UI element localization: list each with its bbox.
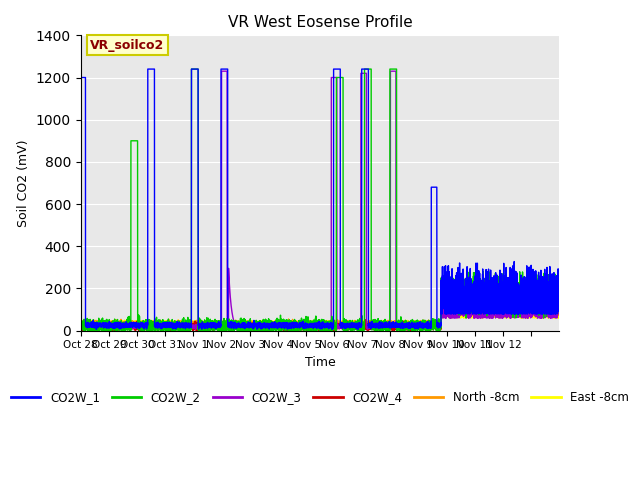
CO2W_3 [432,324,440,330]
CO2W_2 [250,324,258,330]
Line: CO2W_1: CO2W_1 [81,69,559,329]
East -8cm [92,321,100,327]
East -8cm [360,320,368,325]
North -8cm [381,318,388,324]
Line: East -8cm: East -8cm [81,310,559,324]
CO2W_3 [250,324,258,329]
CO2W_3 [381,324,388,330]
North -8cm [360,321,368,326]
CO2W_2 [77,322,84,328]
CO2W_3 [360,71,368,76]
CO2W_4 [101,323,109,328]
CO2W_2 [360,324,368,330]
CO2W_4 [77,324,84,329]
CO2W_2 [101,322,109,327]
CO2W_2 [458,291,465,297]
East -8cm [250,319,258,325]
CO2W_2 [432,322,440,327]
East -8cm [556,308,563,314]
Legend: CO2W_1, CO2W_2, CO2W_3, CO2W_4, North -8cm, East -8cm: CO2W_1, CO2W_2, CO2W_3, CO2W_4, North -8… [6,387,634,409]
Title: VR West Eosense Profile: VR West Eosense Profile [228,15,412,30]
North -8cm [79,323,86,328]
East -8cm [440,307,447,312]
North -8cm [556,307,563,313]
East -8cm [101,319,109,324]
Line: CO2W_3: CO2W_3 [81,71,559,330]
CO2W_4 [381,324,388,329]
North -8cm [432,322,440,327]
CO2W_4 [168,328,176,334]
CO2W_4 [432,323,440,329]
CO2W_4 [438,288,446,293]
Text: VR_soilco2: VR_soilco2 [90,38,164,52]
Line: North -8cm: North -8cm [81,303,559,325]
East -8cm [432,320,440,326]
CO2W_1 [250,323,258,329]
CO2W_3 [458,299,465,304]
Y-axis label: Soil CO2 (mV): Soil CO2 (mV) [17,139,30,227]
CO2W_3 [101,325,109,331]
Line: CO2W_2: CO2W_2 [81,69,559,331]
Line: CO2W_4: CO2W_4 [81,290,559,331]
CO2W_2 [312,328,320,334]
CO2W_4 [250,322,258,327]
CO2W_1 [381,321,388,327]
CO2W_1 [432,184,440,190]
East -8cm [77,318,84,324]
CO2W_3 [295,327,303,333]
North -8cm [440,300,448,306]
X-axis label: Time: Time [305,356,335,369]
North -8cm [101,321,109,327]
CO2W_4 [556,305,563,311]
CO2W_1 [556,276,563,281]
CO2W_3 [556,308,563,314]
North -8cm [458,307,465,312]
CO2W_1 [144,66,152,72]
CO2W_4 [458,298,465,304]
CO2W_3 [77,323,84,328]
East -8cm [381,320,388,325]
CO2W_2 [556,297,563,303]
CO2W_1 [360,66,368,72]
North -8cm [77,318,84,324]
CO2W_2 [188,66,195,72]
CO2W_2 [381,324,388,330]
CO2W_1 [77,74,84,80]
East -8cm [458,309,465,315]
CO2W_4 [360,325,368,331]
CO2W_1 [93,326,100,332]
CO2W_3 [218,68,225,74]
CO2W_1 [101,323,109,328]
CO2W_1 [458,293,465,299]
North -8cm [250,320,258,325]
